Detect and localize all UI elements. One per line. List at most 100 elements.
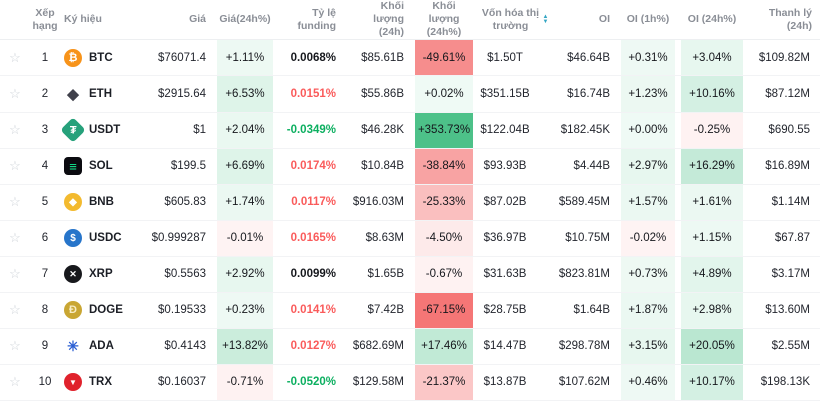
table-row[interactable]: ☆ 1 ₿ BTC $76071.4 +1.11% 0.0068% $85.61B -49.61… bbox=[0, 40, 820, 77]
coin-glyph: ≡ bbox=[69, 158, 77, 174]
star-icon[interactable]: ☆ bbox=[9, 158, 21, 174]
trx-coin-icon: ▼ bbox=[64, 373, 82, 392]
price-cell: $0.5563 bbox=[144, 257, 214, 292]
oi-value: $46.64B bbox=[567, 51, 610, 64]
col-header-funding[interactable]: Tỷ lệ funding bbox=[276, 0, 344, 39]
chg24-value: -0.01% bbox=[217, 220, 273, 256]
star-icon[interactable]: ☆ bbox=[9, 374, 21, 390]
col-header-liq[interactable]: Thanh lý (24h) bbox=[746, 0, 820, 39]
funding-value: 0.0127% bbox=[290, 340, 336, 353]
oi-cell: $16.74B bbox=[554, 76, 618, 111]
liq-value: $3.17M bbox=[771, 268, 810, 281]
col-header-symbol[interactable]: Ký hiệu bbox=[60, 0, 144, 39]
star-icon[interactable]: ☆ bbox=[9, 194, 21, 210]
table-row[interactable]: ☆ 3 ₮ USDT $1 +2.04% -0.0349% $46.28K +353.73% $1… bbox=[0, 112, 820, 149]
vol24-cell: -25.33% bbox=[412, 184, 476, 220]
funding-cell: 0.0165% bbox=[276, 221, 344, 256]
table-row[interactable]: ☆ 7 ✕ XRP $0.5563 +2.92% 0.0099% $1.65B -0.67% $3… bbox=[0, 256, 820, 293]
oi-value: $1.64B bbox=[573, 304, 610, 317]
vol24-cell: +353.73% bbox=[412, 112, 476, 148]
liq-value: $13.60M bbox=[765, 304, 810, 317]
star-icon[interactable]: ☆ bbox=[9, 230, 21, 246]
oi24h-value: +4.89% bbox=[681, 256, 743, 292]
funding-value: -0.0520% bbox=[286, 376, 336, 389]
chg24-cell: +2.92% bbox=[214, 256, 276, 292]
col-header-rank[interactable]: Xếp hạng bbox=[30, 0, 60, 39]
liq-value: $67.87 bbox=[774, 232, 810, 245]
symbol-cell: ✳ ADA bbox=[60, 329, 144, 364]
favorite-cell: ☆ bbox=[0, 257, 30, 292]
table-row[interactable]: ☆ 8 Ð DOGE $0.19533 +0.23% 0.0141% $7.42B -67.15… bbox=[0, 292, 820, 329]
liq-cell: $198.13K bbox=[746, 365, 820, 400]
liq-cell: $109.82M bbox=[746, 40, 820, 75]
coin-glyph: ₮ bbox=[69, 124, 77, 137]
star-icon[interactable]: ☆ bbox=[9, 49, 21, 65]
oi-cell: $107.62M bbox=[554, 365, 618, 400]
col-header-chg24[interactable]: Giá(24h%) bbox=[214, 0, 276, 39]
col-header-label: Giá bbox=[189, 13, 206, 26]
vol-value: $55.86B bbox=[361, 87, 404, 100]
symbol-label: TRX bbox=[89, 376, 112, 389]
mcap-cell: $14.47B bbox=[476, 329, 554, 364]
oi24h-value: +1.61% bbox=[681, 184, 743, 220]
bnb-coin-icon: ◆ bbox=[64, 193, 82, 212]
col-header-price[interactable]: Giá bbox=[144, 0, 214, 39]
mcap-cell: $28.75B bbox=[476, 293, 554, 328]
col-header-label: Ký hiệu bbox=[64, 13, 102, 26]
chg24-cell: -0.01% bbox=[214, 220, 276, 256]
col-header-label: Vốn hóa thị trường bbox=[481, 6, 540, 32]
price-value: $0.5563 bbox=[164, 268, 206, 281]
table-row[interactable]: ☆ 5 ◆ BNB $605.83 +1.74% 0.0117% $916.03M -25.33… bbox=[0, 184, 820, 221]
table-row[interactable]: ☆ 2 ◆ ETH $2915.64 +6.53% 0.0151% $55.86B +0.02%… bbox=[0, 76, 820, 113]
table-row[interactable]: ☆ 6 $ USDC $0.999287 -0.01% 0.0165% $8.63M -4.50… bbox=[0, 220, 820, 257]
coin-glyph: Ð bbox=[69, 304, 77, 317]
rank-value: 10 bbox=[38, 376, 52, 389]
star-icon[interactable]: ☆ bbox=[9, 122, 21, 138]
oi1h-cell: +3.15% bbox=[618, 328, 678, 364]
col-header-label: Thanh lý (24h) bbox=[768, 6, 812, 32]
vol-value: $916.03M bbox=[352, 196, 404, 209]
coin-glyph: $ bbox=[70, 232, 76, 244]
table-row[interactable]: ☆ 4 ≡ SOL $199.5 +6.69% 0.0174% $10.84B -38.84% $… bbox=[0, 148, 820, 185]
rank-value: 8 bbox=[41, 304, 49, 317]
oi1h-cell: +0.73% bbox=[618, 256, 678, 292]
star-icon[interactable]: ☆ bbox=[9, 266, 21, 282]
price-cell: $1 bbox=[144, 113, 214, 148]
price-cell: $0.19533 bbox=[144, 293, 214, 328]
star-icon[interactable]: ☆ bbox=[9, 85, 21, 101]
coin-glyph: ◆ bbox=[69, 196, 77, 208]
col-header-label: Khối lượng (24h) bbox=[373, 0, 404, 39]
price-cell: $605.83 bbox=[144, 185, 214, 220]
favorite-cell: ☆ bbox=[0, 76, 30, 111]
vol24-value: -38.84% bbox=[415, 148, 473, 184]
star-icon[interactable]: ☆ bbox=[9, 338, 21, 354]
col-header-vol[interactable]: Khối lượng (24h) bbox=[344, 0, 412, 39]
table-row[interactable]: ☆ 9 ✳ ADA $0.4143 +13.82% 0.0127% $682.69M +17.4… bbox=[0, 328, 820, 365]
vol24-value: -25.33% bbox=[415, 184, 473, 220]
vol24-cell: -49.61% bbox=[412, 40, 476, 76]
oi1h-value: +1.57% bbox=[621, 184, 675, 220]
funding-value: 0.0099% bbox=[290, 268, 336, 281]
price-value: $199.5 bbox=[170, 160, 206, 173]
col-header-mcap[interactable]: Vốn hóa thị trường ▲ ▼ bbox=[476, 0, 554, 39]
oi24h-value: +2.98% bbox=[681, 292, 743, 328]
star-icon[interactable]: ☆ bbox=[9, 302, 21, 318]
symbol-cell: $ USDC bbox=[60, 221, 144, 256]
oi-value: $4.44B bbox=[573, 160, 610, 173]
rank-cell: 3 bbox=[30, 113, 60, 148]
table-row[interactable]: ☆ 10 ▼ TRX $0.16037 -0.71% -0.0520% $129.58M -21… bbox=[0, 364, 820, 401]
sort-icon[interactable]: ▲ ▼ bbox=[543, 14, 549, 25]
chg24-value: +1.11% bbox=[217, 40, 273, 76]
col-header-oi24h[interactable]: OI (24h%) bbox=[678, 0, 746, 39]
col-header-oi[interactable]: OI bbox=[554, 0, 618, 39]
oi-cell: $589.45M bbox=[554, 185, 618, 220]
liq-cell: $67.87 bbox=[746, 221, 820, 256]
col-header-vol24[interactable]: Khối lượng (24h%) bbox=[412, 0, 476, 39]
mcap-value: $31.63B bbox=[483, 268, 527, 281]
oi1h-value: +0.00% bbox=[621, 112, 675, 148]
col-header-oi1h[interactable]: OI (1h%) bbox=[618, 0, 678, 39]
vol-cell: $55.86B bbox=[344, 76, 412, 111]
rank-cell: 10 bbox=[30, 365, 60, 400]
liq-cell: $690.55 bbox=[746, 113, 820, 148]
eth-coin-icon: ◆ bbox=[64, 85, 82, 103]
